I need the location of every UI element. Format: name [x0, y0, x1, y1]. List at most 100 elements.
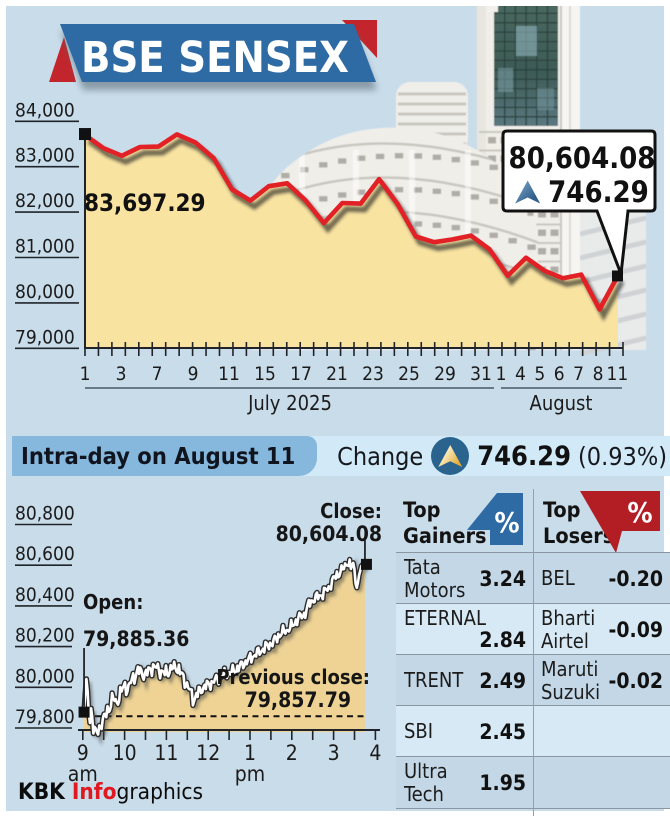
- intraday-area-fill: [84, 559, 365, 735]
- previous-close-label: Previous close:: [216, 665, 370, 689]
- x-tick-label: 11: [218, 363, 240, 385]
- losers-percent-sign: %: [627, 496, 652, 529]
- x-tick-label: 7: [573, 363, 584, 385]
- y-tick-label: 80,000: [15, 281, 75, 303]
- x-tick-label: 12: [196, 741, 220, 765]
- close-marker: [360, 558, 372, 570]
- intraday-band: Intra-day on August 11 Change 746.29 (0.…: [12, 436, 670, 476]
- callout-change: 746.29: [548, 175, 649, 209]
- main-chart: 84,000 83,000 82,000 81,000 80,000 79,000 1 3 7…: [15, 6, 657, 415]
- stock-change-percent: 2.49: [479, 668, 526, 693]
- main-month-labels: July 2025 August: [247, 391, 592, 415]
- x-tick-label: 7: [152, 363, 163, 385]
- gainer-cell: TRENT 2.49: [396, 655, 533, 706]
- gainer-cell: Tata Motors 3.24: [396, 553, 533, 604]
- up-arrow-icon: [438, 445, 463, 467]
- stock-change-percent: 2.84: [479, 627, 526, 652]
- callout-value: 80,604.08: [508, 141, 656, 175]
- stock-name: ETERNAL: [404, 606, 487, 630]
- stock-change-percent: -0.20: [608, 566, 663, 591]
- y-tick-label: 84,000: [15, 99, 75, 121]
- stock-name: Bharti Airtel: [541, 605, 596, 653]
- gainer-cell: Ultra Tech 1.95: [396, 757, 533, 808]
- x-tick-label: 5: [534, 363, 545, 385]
- month-label-july: July 2025: [247, 391, 332, 415]
- loser-cell: [533, 757, 670, 808]
- tables-header: Top Gainers % Top Losers %: [396, 489, 670, 553]
- y-tick-label: 82,000: [15, 190, 75, 212]
- intraday-band-title-box: [12, 436, 317, 476]
- gainers-percent-arrow-icon: %: [467, 493, 523, 545]
- x-tick-label: 4: [369, 741, 381, 765]
- top-gainers-title: Top Gainers: [403, 498, 487, 549]
- x-tick-label: 11: [607, 363, 629, 385]
- loser-cell: Bharti Airtel -0.09: [533, 604, 670, 655]
- loser-cell: Maruti Suzuki -0.02: [533, 655, 670, 706]
- intraday-chart: 80,800 80,600 80,400 80,200 80,000 79,800 9am…: [15, 503, 381, 786]
- up-arrow-circle-icon: [431, 437, 470, 475]
- x-tick-label: 9: [77, 741, 89, 765]
- x-tick-label: 21: [326, 363, 348, 385]
- callout-content: 80,604.08 746.29: [506, 141, 658, 209]
- main-start-marker: [79, 128, 91, 141]
- y-tick-label: 80,600: [15, 543, 75, 565]
- main-line-shadow: [87, 137, 625, 322]
- x-tick-label: 25: [398, 363, 420, 385]
- change-percent: (0.93%): [578, 441, 667, 471]
- banner-left-red-triangle: [49, 37, 76, 82]
- stock-name: Ultra Tech: [404, 758, 448, 806]
- y-tick-label: 81,000: [15, 236, 75, 258]
- x-tick-label: 23: [362, 363, 384, 385]
- x-tick-label: 8: [593, 363, 604, 385]
- stock-name: SBI: [404, 719, 434, 744]
- stock-name: TRENT: [404, 668, 464, 693]
- y-tick-label: 80,400: [15, 584, 75, 606]
- y-tick-label: 79,000: [15, 326, 75, 348]
- main-price-line: [82, 132, 621, 312]
- up-arrow-icon: [515, 180, 541, 204]
- banner-blue-ribbon: [60, 24, 376, 82]
- x-tick-label: 2: [286, 741, 298, 765]
- credit-footer: KBK Infographics: [18, 779, 203, 805]
- main-y-axis-labels: 84,000 83,000 82,000 81,000 80,000 79,000: [15, 99, 79, 350]
- start-value-label: 83,697.29: [84, 189, 206, 217]
- open-marker: [78, 706, 90, 718]
- banner-ribbon: [49, 20, 377, 90]
- intraday-y-axis-labels: 80,800 80,600 80,400 80,200 80,000 79,800: [15, 503, 75, 729]
- y-tick-label: 79,800: [15, 706, 75, 728]
- stock-change-percent: 1.95: [479, 770, 526, 795]
- intraday-band-title: Intra-day on August 11: [21, 442, 296, 470]
- gainer-cell: ETERNAL 2.84: [396, 604, 533, 655]
- change-label: Change: [337, 441, 424, 471]
- main-area-fill: [85, 134, 618, 348]
- banner-title: BSE SENSEX: [80, 33, 350, 83]
- stock-change-percent: -0.09: [608, 617, 663, 642]
- stock-name: Maruti Suzuki: [541, 656, 601, 704]
- y-tick-label: 80,800: [15, 503, 75, 525]
- main-x-axis-labels: 1 3 7 9 11 15 17 21 23 25 29 31 1 4 5 6 7 8 11: [80, 363, 629, 385]
- credit-graphics: graphics: [116, 779, 204, 805]
- x-tick-label: 17: [290, 363, 312, 385]
- gainers-losers-tables: Top Gainers % Top Losers % Tata Motors 3.…: [396, 489, 670, 816]
- y-tick-label: 80,200: [15, 625, 75, 647]
- open-value: 79,885.36: [83, 627, 190, 651]
- credit-info: Info: [71, 779, 117, 805]
- change-value: 746.29: [477, 440, 571, 472]
- close-value: 80,604.08: [275, 522, 382, 546]
- x-tick-label: 9: [188, 363, 199, 385]
- gainer-cell: SBI 2.45: [396, 706, 533, 757]
- x-tick-label: 29: [434, 363, 456, 385]
- losers-percent-arrow-icon: %: [580, 491, 660, 553]
- stock-change-percent: 3.24: [479, 566, 526, 591]
- x-tick-label: 3: [328, 741, 340, 765]
- credit-kbk: KBK: [18, 779, 72, 805]
- previous-close-value: 79,857.79: [244, 688, 351, 712]
- month-label-august: August: [530, 391, 593, 415]
- tables-divider: [533, 489, 534, 816]
- main-end-marker: [611, 270, 623, 282]
- loser-cell: [533, 706, 670, 757]
- top-losers-title: Top Losers: [543, 498, 615, 549]
- intraday-price-line: [82, 558, 366, 736]
- x-tick-label: 1: [496, 363, 507, 385]
- stock-change-percent: -0.02: [608, 668, 663, 693]
